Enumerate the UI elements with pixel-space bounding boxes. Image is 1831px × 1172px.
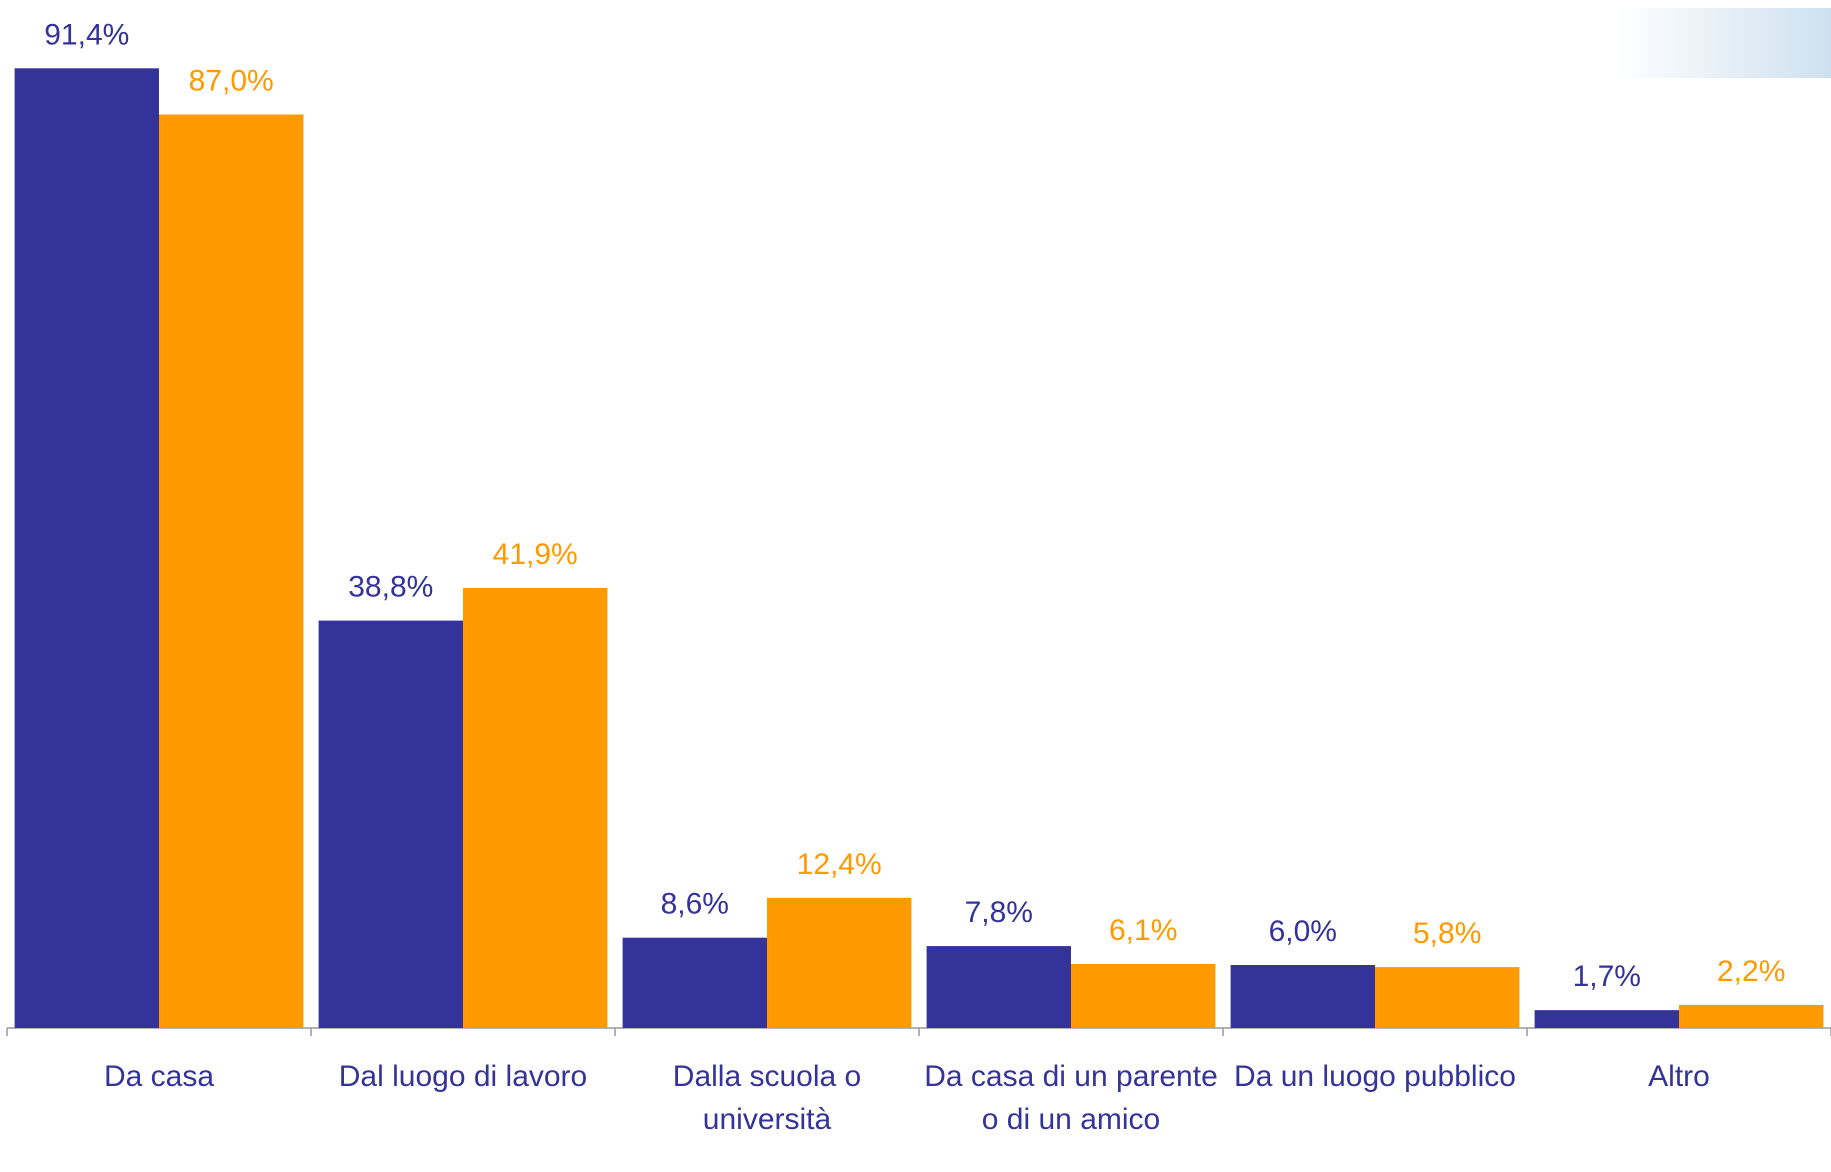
value-label: 38,8% <box>348 571 433 604</box>
bar <box>14 68 159 1029</box>
value-label: 91,4% <box>44 18 129 51</box>
value-label: 87,0% <box>189 65 274 98</box>
x-tick-label: Da casa <box>103 1060 215 1093</box>
value-label: 1,7% <box>1573 960 1641 993</box>
bar <box>463 588 608 1028</box>
value-label: 6,1% <box>1109 914 1177 947</box>
bar <box>1230 965 1375 1028</box>
value-label: 5,8% <box>1413 917 1481 950</box>
bar <box>1679 1004 1824 1028</box>
value-label: 7,8% <box>965 896 1033 929</box>
value-label: 12,4% <box>797 848 882 881</box>
x-tick-label: Da casa di un parente o di un amico <box>924 1060 1218 1136</box>
bar <box>159 114 304 1028</box>
value-label: 8,6% <box>661 888 729 921</box>
x-tick-label: Dal luogo di lavoro <box>338 1060 588 1093</box>
value-label: 2,2% <box>1717 955 1785 988</box>
bar <box>926 946 1071 1028</box>
x-tick-label: Altro <box>1648 1060 1710 1093</box>
bar <box>767 897 912 1028</box>
bar <box>1071 963 1216 1028</box>
x-tick-label: Da un luogo pubblico <box>1234 1060 1516 1093</box>
bar <box>1375 967 1520 1028</box>
value-label: 41,9% <box>493 538 578 571</box>
decoration <box>1615 8 1831 78</box>
bar <box>1534 1010 1679 1028</box>
value-label: 6,0% <box>1269 915 1337 948</box>
bar <box>318 620 463 1028</box>
bar <box>622 937 767 1028</box>
x-tick-label: Dalla scuola o università <box>672 1060 862 1136</box>
